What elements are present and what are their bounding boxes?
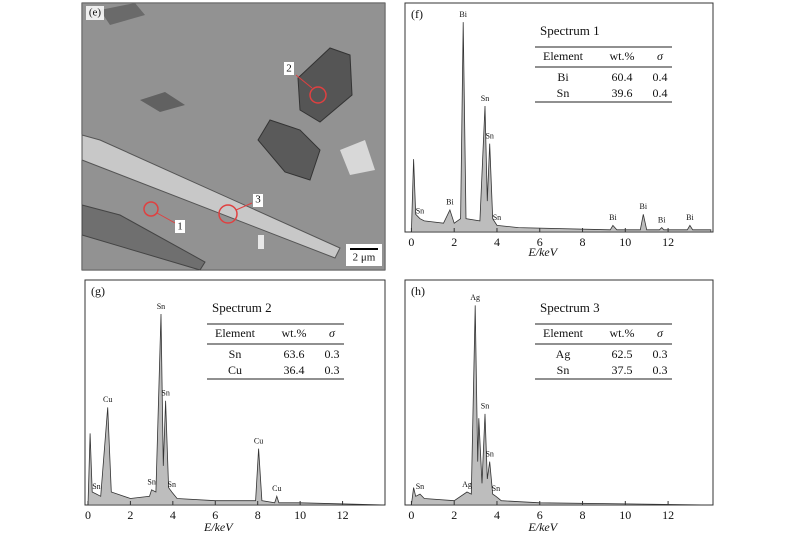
panel-label: (g): [91, 284, 105, 298]
table-header: σ: [329, 326, 336, 340]
plot-frame: [404, 2, 714, 233]
x-tick-label: 4: [494, 508, 500, 522]
table-cell: 0.4: [653, 70, 668, 84]
table-cell: 0.3: [325, 347, 340, 361]
x-tick-label: 10: [619, 508, 631, 522]
peak-label: Sn: [481, 402, 489, 411]
panel-label: (h): [411, 284, 425, 298]
table-cell: 0.3: [325, 363, 340, 377]
x-tick-label: 2: [451, 235, 457, 249]
x-tick-label: 0: [408, 508, 414, 522]
panel-label: (f): [411, 7, 423, 21]
x-tick-label: 12: [662, 508, 674, 522]
peak-label: Sn: [493, 213, 501, 222]
table-cell: 0.3: [653, 347, 668, 361]
table-header: Element: [543, 326, 584, 340]
x-axis-label: E/keV: [203, 520, 234, 534]
peak-label: Sn: [416, 207, 424, 216]
peak-label: Bi: [459, 10, 467, 19]
marker-label: 2: [286, 63, 292, 75]
table-cell: Sn: [557, 363, 570, 377]
peak-label: Ag: [462, 480, 472, 489]
table-cell: 39.6: [612, 86, 633, 100]
table-header: wt.%: [610, 326, 635, 340]
table-cell: 0.4: [653, 86, 668, 100]
peak-label: Sn: [92, 482, 100, 491]
table-cell: Sn: [557, 86, 570, 100]
x-axis-label: E/keV: [527, 520, 558, 534]
table-cell: Ag: [556, 347, 571, 361]
peak-label: Cu: [254, 436, 263, 445]
table-cell: 37.5: [612, 363, 633, 377]
marker-label: 1: [177, 221, 183, 233]
table-cell: Cu: [228, 363, 242, 377]
spectrum-panel: 0 2 4 6 8 10 12 E/keV (g) Sn Cu Sn Sn Sn Sn Cu Cu Spectru…: [84, 279, 386, 534]
spectrum-area: [410, 22, 712, 233]
plot-frame: [404, 279, 714, 506]
table-header: wt.%: [610, 49, 635, 63]
table-cell: 0.3: [653, 363, 668, 377]
peak-label: Bi: [639, 202, 647, 211]
peak-label: Bi: [446, 198, 454, 207]
marker-label: 3: [255, 194, 261, 206]
table-cell: Sn: [229, 347, 242, 361]
table-header: σ: [657, 49, 664, 63]
table-title: Spectrum 3: [540, 300, 600, 315]
peak-label: Sn: [416, 482, 424, 491]
x-tick-label: 8: [580, 235, 586, 249]
peak-label: Bi: [686, 213, 694, 222]
x-tick-label: 2: [451, 508, 457, 522]
peak-label: Cu: [272, 484, 281, 493]
panel-label: (e): [89, 7, 102, 19]
x-tick-label: 10: [294, 508, 306, 522]
x-tick-label: 8: [255, 508, 261, 522]
peak-label: Sn: [168, 480, 176, 489]
table-cell: 36.4: [284, 363, 305, 377]
x-tick-label: 0: [85, 508, 91, 522]
x-tick-label: 2: [127, 508, 133, 522]
x-tick-label: 4: [494, 235, 500, 249]
table-cell: Bi: [557, 70, 569, 84]
scale-bar-label: 2 μm: [353, 252, 376, 264]
peak-label: Sn: [147, 478, 155, 487]
x-tick-label: 6: [537, 508, 543, 522]
table-header: wt.%: [282, 326, 307, 340]
table-title: Spectrum 2: [212, 300, 272, 315]
spectrum-area: [410, 305, 711, 506]
x-tick-label: 8: [580, 508, 586, 522]
x-axis-label: E/keV: [527, 245, 558, 259]
peak-label: Bi: [609, 213, 617, 222]
peak-label: Sn: [161, 389, 169, 398]
plot-frame: [84, 279, 386, 506]
peak-label: Sn: [485, 131, 493, 140]
sem-image: (e) 1 2 3 2 μm: [81, 2, 386, 271]
spectrum-panel: 0 2 4 6 8 10 12 E/keV (h) Sn Ag Ag Sn Sn Sn Spectrum 3 E…: [404, 279, 714, 534]
spectrum-panel: 0 2 4 6 8 10 12 E/keV (f) Sn Bi Bi Sn Sn Sn Bi Bi Bi Bi Spe…: [404, 2, 714, 259]
peak-label: Sn: [485, 449, 493, 458]
peak-label: Sn: [492, 484, 500, 493]
table-cell: 60.4: [612, 70, 633, 84]
peak-label: Sn: [481, 94, 489, 103]
peak-label: Cu: [103, 395, 112, 404]
peak-label: Ag: [470, 293, 480, 302]
x-tick-label: 12: [662, 235, 674, 249]
x-tick-label: 6: [212, 508, 218, 522]
x-tick-label: 4: [170, 508, 176, 522]
table-cell: 63.6: [284, 347, 305, 361]
x-tick-label: 10: [619, 235, 631, 249]
peak-label: Sn: [157, 302, 165, 311]
x-tick-label: 6: [537, 235, 543, 249]
table-header: Element: [543, 49, 584, 63]
table-cell: 62.5: [612, 347, 633, 361]
x-tick-label: 0: [408, 235, 414, 249]
peak-label: Bi: [658, 215, 666, 224]
x-tick-label: 12: [337, 508, 349, 522]
table-title: Spectrum 1: [540, 23, 600, 38]
spectrum-area: [87, 313, 386, 506]
table-header: Element: [215, 326, 256, 340]
table-header: σ: [657, 326, 664, 340]
